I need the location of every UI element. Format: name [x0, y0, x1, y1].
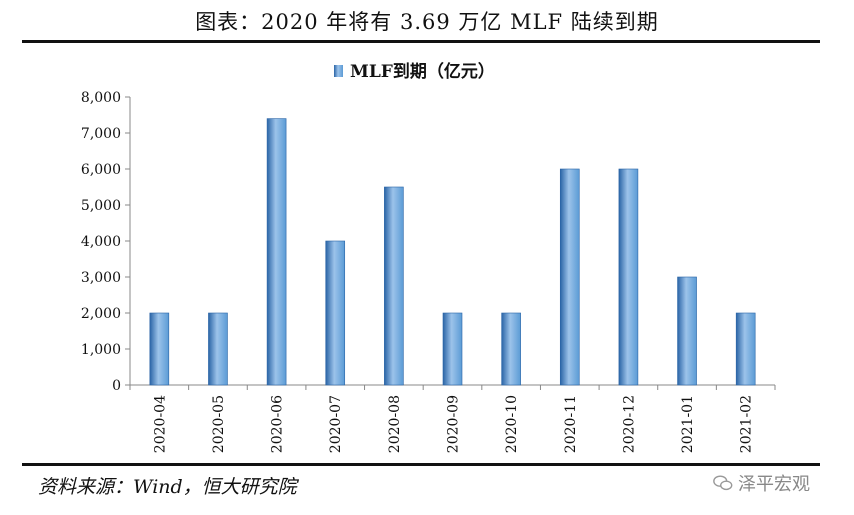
bar-chart: MLF到期（亿元） 0 1,000 2,000 3,000 4,000 5,000 6,000…	[81, 61, 776, 453]
wechat-icon	[713, 475, 733, 491]
x-tick-label: 2020-05	[211, 395, 227, 453]
x-tick-label: 2020-06	[270, 395, 286, 453]
legend: MLF到期（亿元）	[334, 61, 495, 82]
x-tick-label: 2021-02	[739, 395, 755, 453]
y-tick-label: 4,000	[81, 234, 121, 250]
y-tick-label: 8,000	[81, 90, 121, 106]
bar	[559, 168, 580, 386]
bar	[442, 312, 463, 386]
legend-swatch	[334, 65, 343, 77]
watermark: 泽平宏观	[712, 470, 810, 496]
x-tick-label: 2020-10	[504, 395, 520, 453]
y-tick-label: 0	[112, 378, 121, 394]
y-tick-label: 5,000	[81, 198, 121, 214]
bar	[149, 312, 170, 386]
bar	[208, 312, 228, 386]
x-tick-label: 2020-04	[152, 395, 168, 453]
x-tick-label: 2020-12	[621, 395, 637, 453]
bar	[501, 312, 521, 386]
y-tick-label: 6,000	[81, 162, 121, 178]
x-tick-label: 2020-09	[446, 395, 462, 453]
x-tick-label: 2021-01	[680, 395, 696, 453]
bar	[325, 240, 346, 386]
bar	[735, 312, 756, 386]
figure-title: 图表：2020 年将有 3.69 万亿 MLF 陆续到期	[195, 10, 659, 34]
watermark-text: 泽平宏观	[738, 474, 810, 495]
bar	[266, 118, 287, 386]
bar	[677, 276, 697, 386]
y-tick-label: 7,000	[81, 126, 121, 142]
x-tick-label: 2020-07	[328, 395, 344, 453]
y-tick-label: 3,000	[81, 270, 121, 286]
bar	[384, 186, 404, 386]
bar	[618, 168, 639, 386]
y-tick-label: 2,000	[81, 306, 121, 322]
source-note: 资料来源：Wind，恒大研究院	[38, 476, 297, 498]
legend-label: MLF到期（亿元）	[350, 61, 495, 82]
top-rule	[22, 40, 820, 43]
x-tick-label: 2020-11	[563, 395, 579, 453]
bottom-rule	[22, 463, 820, 466]
y-tick-label: 1,000	[81, 342, 121, 358]
x-tick-label: 2020-08	[387, 395, 403, 453]
